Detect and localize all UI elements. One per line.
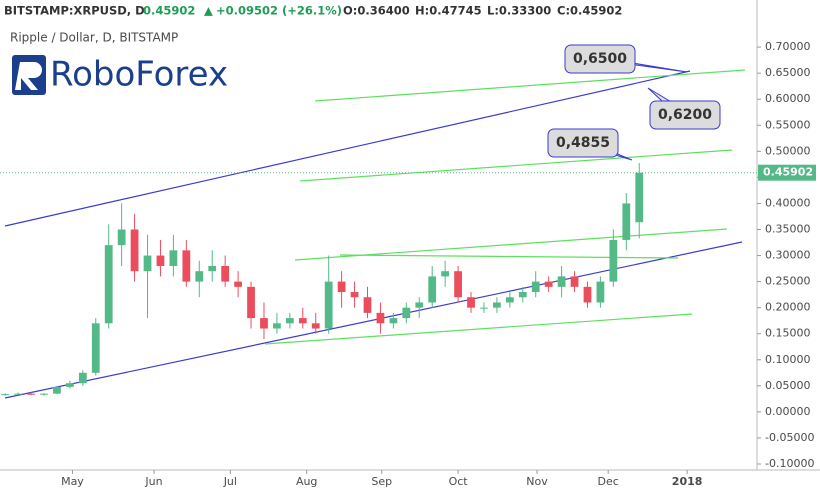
x-tick-label: Dec [598, 475, 619, 488]
y-tick-label: 0.15000 [765, 327, 811, 340]
open: O:0.36400 [343, 4, 410, 18]
y-tick-label: 0.05000 [765, 379, 811, 392]
candle-body [260, 318, 268, 329]
candle-body [596, 281, 605, 303]
y-tick-label: 0.20000 [765, 301, 811, 314]
candle-body [415, 302, 424, 308]
candle-body [27, 393, 35, 395]
candle-body [143, 255, 152, 272]
candle-body [78, 372, 87, 384]
candle-body [402, 307, 411, 319]
candle-body [350, 292, 359, 298]
candle-body [441, 271, 450, 277]
candle-body [130, 229, 139, 272]
candle-body [324, 281, 333, 329]
y-tick-label: -0.10000 [765, 457, 814, 470]
y-tick-label: 0.30000 [765, 249, 811, 262]
change: +0.09502 (+26.1%) [216, 4, 342, 18]
candle-body [104, 245, 113, 324]
candle-body [221, 265, 230, 282]
high: H:0.47745 [415, 4, 482, 18]
y-tick-label: 0.65000 [765, 66, 811, 79]
candle-body [91, 323, 100, 373]
callout-label: 0,4855 [556, 135, 610, 151]
y-tick-label: 0.70000 [765, 40, 811, 53]
candle-body [531, 281, 540, 293]
candle-body [247, 286, 255, 319]
candle-body [53, 386, 61, 394]
candle-body [389, 318, 398, 324]
candle-body [480, 307, 488, 309]
candle-body [428, 276, 437, 303]
candle-body [557, 276, 566, 287]
x-tick-label: 2018 [672, 475, 703, 488]
y-tick-label: -0.05000 [765, 431, 814, 444]
candle-body [14, 393, 22, 395]
y-tick-label: 0.00000 [765, 405, 811, 418]
y-tick-label: 0.25000 [765, 275, 811, 288]
price-label: 0.45902 [763, 166, 813, 179]
price-label-bg [758, 164, 816, 181]
subtitle: Ripple / Dollar, D, BITSTAMP [10, 31, 178, 45]
y-tick-label: 0.50000 [765, 144, 811, 157]
candle-body [285, 318, 294, 324]
y-tick-label: 0.55000 [765, 118, 811, 131]
low: L:0.33300 [487, 4, 551, 18]
candle-body [40, 393, 48, 395]
candle-body [454, 271, 462, 298]
candle-body [583, 286, 592, 303]
candle-body [169, 250, 178, 266]
candle-body [493, 302, 501, 308]
candle-body [311, 323, 320, 329]
change-arrow: ▲ [204, 4, 213, 18]
last: 0.45902 [143, 4, 195, 18]
candle-body [635, 172, 644, 223]
candle-body [622, 203, 631, 240]
symbol: BITSTAMP:XRPUSD, D [4, 4, 145, 18]
candle-body [208, 265, 217, 272]
candle-body [273, 323, 281, 329]
x-tick-label: Oct [449, 475, 469, 488]
callout-box [649, 100, 721, 130]
logo-mark [12, 55, 46, 95]
candle-body [234, 281, 242, 287]
x-tick-label: Aug [296, 475, 317, 488]
candle-body [337, 281, 346, 293]
candle-body [376, 312, 385, 324]
candle-body [570, 276, 579, 287]
callout-box [564, 44, 636, 74]
callout-label: 0,6500 [573, 51, 627, 67]
trend-lines [4, 69, 746, 399]
x-tick-label: Jul [223, 475, 237, 488]
candle-body [65, 383, 74, 387]
candle-body [182, 250, 191, 282]
candle-body [298, 318, 307, 324]
y-tick-label: 0.10000 [765, 353, 811, 366]
candle-body [117, 229, 126, 246]
candle-body [609, 239, 618, 282]
candle-body [363, 297, 372, 313]
candle-body [518, 292, 527, 298]
x-tick-label: Sep [371, 475, 392, 488]
callout-label: 0,6200 [658, 107, 712, 123]
y-tick-label: 0.35000 [765, 223, 811, 236]
callout-box [547, 128, 619, 158]
close: C:0.45902 [557, 4, 622, 18]
candle-body [467, 297, 475, 308]
candle-body [195, 271, 204, 282]
y-tick-label: 0.40000 [765, 196, 811, 209]
x-tick-label: May [61, 475, 84, 488]
candle-body [1, 394, 10, 396]
y-tick-label: 0.60000 [765, 92, 811, 105]
candle-body [156, 255, 165, 266]
x-tick-label: Jun [144, 475, 162, 488]
candle-body [505, 297, 514, 303]
x-tick-label: Nov [526, 475, 548, 488]
candle-body [544, 281, 553, 287]
logo: RoboForex [50, 55, 228, 95]
